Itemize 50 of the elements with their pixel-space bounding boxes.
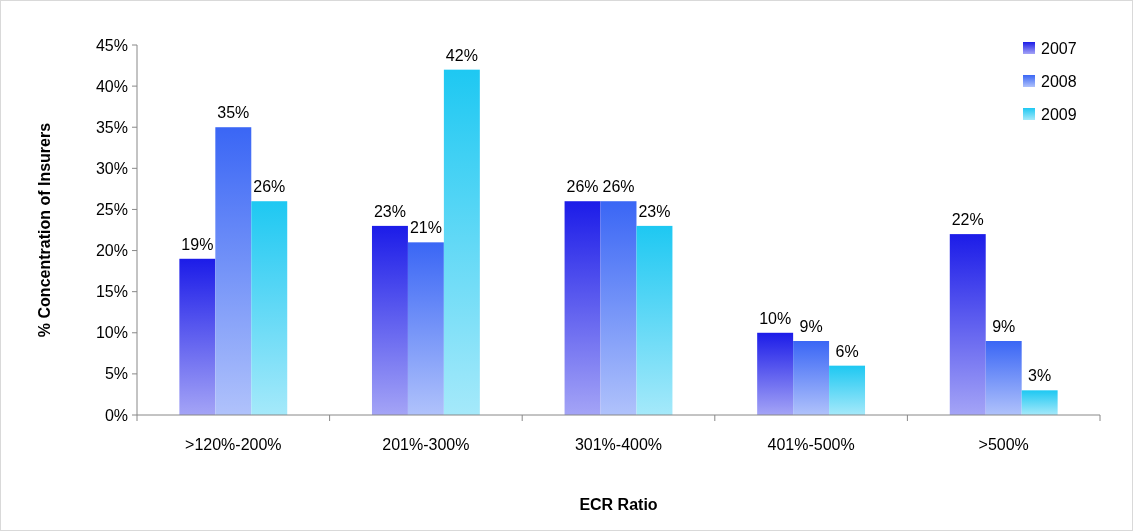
- x-tick-label: >500%: [978, 436, 1029, 453]
- data-label: 22%: [951, 211, 984, 229]
- y-tick-label: 25%: [95, 201, 128, 219]
- y-tick-label: 5%: [104, 365, 128, 383]
- bar: [829, 365, 866, 415]
- x-axis-title: ECR Ratio: [579, 496, 658, 513]
- bar: [215, 127, 252, 415]
- bar: [600, 201, 637, 415]
- y-tick-label: 40%: [95, 77, 128, 95]
- bar: [179, 258, 216, 415]
- y-tick-label: 35%: [95, 118, 128, 136]
- bar: [985, 341, 1022, 415]
- legend-label: 2009: [1041, 105, 1077, 123]
- y-tick-label: 15%: [95, 283, 128, 301]
- y-tick-label: 10%: [95, 324, 128, 342]
- data-label: 19%: [181, 235, 214, 253]
- data-label: 9%: [992, 318, 1016, 335]
- x-tick-label: 301%-400%: [574, 436, 663, 453]
- data-label: 26%: [566, 178, 599, 196]
- bar: [251, 201, 288, 415]
- x-tick-label: 401%-500%: [767, 436, 855, 453]
- legend-label: 2007: [1041, 39, 1077, 57]
- bar: [407, 242, 444, 415]
- bar: [1021, 390, 1058, 415]
- data-label: 6%: [835, 342, 859, 360]
- data-label: 42%: [445, 46, 478, 64]
- bar: [949, 234, 986, 415]
- data-label: 10%: [759, 309, 792, 327]
- x-tick-label: 201%-300%: [382, 436, 470, 453]
- data-label: 23%: [638, 202, 671, 220]
- data-label: 23%: [373, 202, 406, 220]
- x-tick-label: >120%-200%: [185, 436, 282, 453]
- y-tick-label: 30%: [95, 159, 128, 177]
- y-axis-title: % Concentration of Insurers: [36, 122, 53, 338]
- bar: [371, 225, 408, 415]
- data-label: 26%: [602, 178, 635, 196]
- data-label: 3%: [1028, 367, 1052, 385]
- data-label: 26%: [253, 178, 286, 196]
- bar: [793, 341, 830, 415]
- data-label: 9%: [799, 318, 823, 335]
- y-tick-label: 20%: [95, 242, 128, 260]
- legend-label: 2008: [1041, 72, 1077, 90]
- data-label: 21%: [409, 219, 442, 237]
- bar: [757, 332, 794, 415]
- bar: [564, 201, 601, 415]
- bar: [443, 69, 480, 415]
- bar: [636, 225, 673, 415]
- y-tick-label: 0%: [104, 406, 128, 424]
- y-tick-label: 45%: [95, 36, 128, 54]
- data-label: 35%: [217, 104, 250, 122]
